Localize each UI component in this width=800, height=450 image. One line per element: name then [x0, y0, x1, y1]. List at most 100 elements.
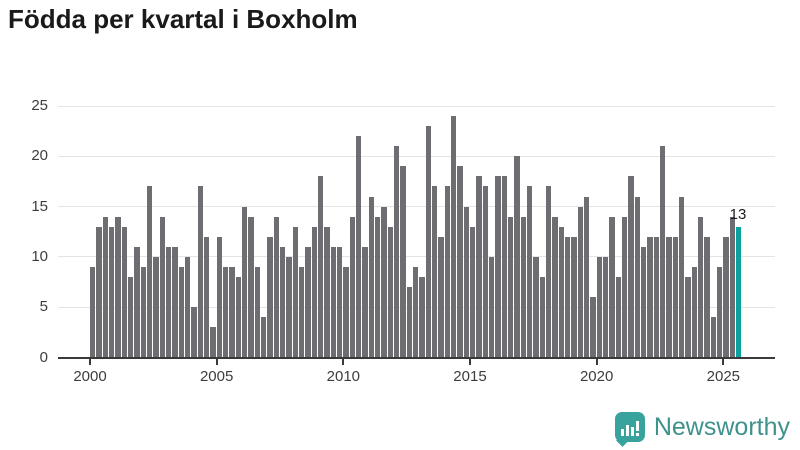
- bar: [121, 226, 127, 358]
- bar: [140, 266, 146, 358]
- bar: [698, 216, 704, 358]
- bar: [318, 176, 324, 358]
- bar: [514, 156, 520, 358]
- x-axis-tick-mark: [595, 358, 598, 365]
- bar: [577, 206, 583, 358]
- bar: [178, 266, 184, 358]
- bar: [628, 176, 634, 358]
- gridline: [58, 206, 775, 208]
- bar: [413, 266, 419, 358]
- newsworthy-logo-icon: [614, 412, 645, 447]
- gridline: [58, 105, 775, 107]
- bar: [280, 246, 286, 358]
- bar: [96, 226, 102, 358]
- bar: [533, 256, 539, 358]
- bar: [501, 176, 507, 358]
- bar: [558, 226, 564, 358]
- bar: [666, 236, 672, 358]
- bar: [425, 126, 431, 358]
- bar: [204, 236, 210, 358]
- bar: [235, 277, 241, 358]
- bar: [603, 256, 609, 358]
- bar: [273, 216, 279, 358]
- bar: [419, 277, 425, 358]
- bar: [330, 246, 336, 358]
- last-value-label: 13: [729, 205, 747, 223]
- bar: [337, 246, 343, 358]
- bar: [381, 206, 387, 358]
- bar: [710, 317, 716, 358]
- logo-bubble-tail: [615, 434, 629, 447]
- bar: [159, 216, 165, 358]
- page-title: Födda per kvartal i Boxholm: [8, 4, 358, 34]
- bar: [261, 317, 267, 358]
- bar: [476, 176, 482, 358]
- bar: [375, 216, 381, 358]
- highlighted-bar: [736, 226, 742, 358]
- bar: [622, 216, 628, 358]
- x-axis-tick-mark: [468, 358, 471, 365]
- bar: [324, 226, 330, 358]
- bar: [134, 246, 140, 358]
- y-axis-tick-label: 20: [31, 147, 48, 165]
- bar: [520, 216, 526, 358]
- bar: [463, 206, 469, 358]
- gridline: [58, 155, 775, 157]
- newsworthy-logo: Newsworthy: [614, 412, 790, 447]
- bar: [590, 297, 596, 358]
- bar: [685, 277, 691, 358]
- x-axis-tick-label: 2000: [73, 367, 107, 385]
- bar: [394, 146, 400, 358]
- bar: [596, 256, 602, 358]
- bar: [400, 166, 406, 358]
- bar: [191, 307, 197, 358]
- bar: [647, 236, 653, 358]
- bar: [166, 246, 172, 358]
- bar: [723, 236, 729, 358]
- bar: [109, 226, 115, 358]
- bar: [679, 196, 685, 358]
- bar: [704, 236, 710, 358]
- bar: [299, 266, 305, 358]
- bar: [653, 236, 659, 358]
- x-axis-tick-label: 2025: [706, 367, 741, 385]
- bar: [172, 246, 178, 358]
- y-axis-tick-label: 15: [31, 197, 48, 215]
- bar: [660, 146, 666, 358]
- bar: [197, 186, 203, 358]
- bar: [438, 236, 444, 358]
- bar: [457, 166, 463, 358]
- x-axis-tick-mark: [89, 358, 91, 365]
- bar: [311, 226, 317, 358]
- bar: [641, 246, 647, 358]
- bar: [406, 287, 412, 358]
- bar: [349, 216, 355, 358]
- bar: [286, 256, 292, 358]
- bar: [153, 256, 159, 358]
- bar: [267, 236, 273, 358]
- bar: [254, 266, 260, 358]
- bar: [584, 196, 590, 358]
- bar: [362, 246, 368, 358]
- y-axis-tick-label: 0: [39, 348, 48, 366]
- x-axis-tick-label: 2005: [199, 367, 234, 385]
- bar: [615, 277, 621, 358]
- bar: [242, 206, 248, 358]
- bar: [546, 186, 552, 358]
- bar: [229, 266, 235, 358]
- bar: [609, 216, 615, 358]
- bar: [571, 236, 577, 358]
- bar: [717, 266, 723, 358]
- bar: [470, 226, 476, 358]
- x-axis-tick-label: 2015: [453, 367, 487, 385]
- bar: [482, 186, 488, 358]
- bar: [210, 327, 216, 358]
- x-axis-tick-mark: [215, 358, 218, 365]
- y-axis-tick-label: 25: [31, 97, 48, 114]
- bar: [292, 226, 298, 358]
- bar: [223, 266, 229, 358]
- bar: [508, 216, 514, 358]
- x-axis-tick-label: 2010: [326, 367, 361, 385]
- y-axis-tick-label: 5: [39, 298, 48, 316]
- bar: [147, 186, 153, 358]
